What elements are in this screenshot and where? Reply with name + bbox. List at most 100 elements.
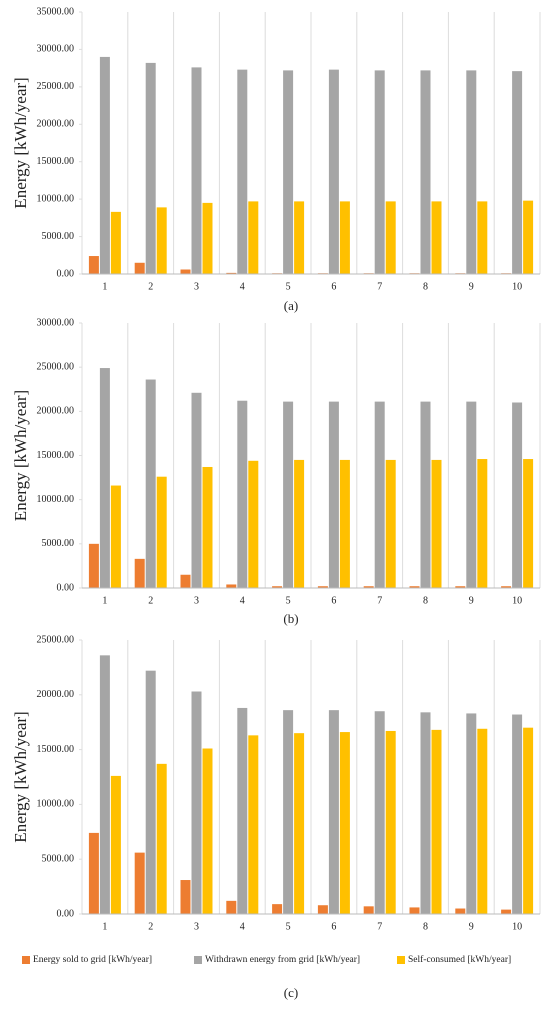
bar xyxy=(99,368,110,588)
bar xyxy=(226,272,237,274)
bar xyxy=(156,207,167,274)
bar xyxy=(99,655,110,914)
x-tick-label: 10 xyxy=(512,281,522,292)
bar xyxy=(145,62,156,274)
x-tick-label: 3 xyxy=(194,595,199,606)
bar xyxy=(455,908,466,914)
y-tick-label: 10000.00 xyxy=(37,193,75,204)
x-tick-label: 10 xyxy=(512,921,522,932)
x-tick-label: 6 xyxy=(331,281,336,292)
bar xyxy=(431,459,442,588)
bar xyxy=(466,401,477,588)
y-tick-label: 0.00 xyxy=(57,582,75,593)
bar xyxy=(385,201,396,274)
x-tick-label: 1 xyxy=(102,281,107,292)
x-tick-label: 7 xyxy=(377,281,382,292)
bar xyxy=(145,670,156,914)
bar xyxy=(385,730,396,914)
bar xyxy=(339,201,350,274)
bar xyxy=(110,485,121,588)
y-axis-title: Energy [kWh/year] xyxy=(11,77,30,208)
bar xyxy=(237,69,248,274)
x-tick-label: 5 xyxy=(286,281,291,292)
bar xyxy=(283,70,294,274)
y-tick-label: 20000.00 xyxy=(37,406,75,417)
legend-swatch xyxy=(22,956,30,964)
bar xyxy=(191,67,202,274)
bar xyxy=(88,256,99,274)
bar xyxy=(328,401,339,588)
bar xyxy=(385,459,396,588)
y-tick-label: 0.00 xyxy=(57,268,75,279)
bar xyxy=(248,201,259,274)
bar xyxy=(283,401,294,588)
bar xyxy=(202,748,213,914)
bar xyxy=(180,880,191,914)
x-tick-label: 9 xyxy=(469,281,474,292)
y-tick-label: 0.00 xyxy=(57,908,75,919)
bar xyxy=(294,201,305,274)
x-tick-label: 7 xyxy=(377,921,382,932)
bar xyxy=(180,574,191,588)
y-tick-label: 5000.00 xyxy=(42,538,75,549)
bar xyxy=(523,459,534,588)
x-tick-label: 8 xyxy=(423,281,428,292)
bar xyxy=(272,904,283,914)
bar xyxy=(283,710,294,914)
y-tick-label: 30000.00 xyxy=(37,44,75,55)
x-tick-label: 3 xyxy=(194,281,199,292)
bar xyxy=(272,586,283,588)
bar xyxy=(420,70,431,274)
bar xyxy=(156,476,167,588)
bar xyxy=(374,70,385,274)
x-tick-label: 6 xyxy=(331,595,336,606)
bar xyxy=(294,733,305,914)
bar xyxy=(455,586,466,588)
y-tick-label: 30000.00 xyxy=(37,317,75,328)
bar xyxy=(501,909,512,914)
caption: (c) xyxy=(284,985,298,1000)
bar xyxy=(180,269,191,274)
x-tick-label: 2 xyxy=(148,281,153,292)
bar xyxy=(110,775,121,914)
x-tick-label: 4 xyxy=(240,595,245,606)
x-tick-label: 1 xyxy=(102,595,107,606)
x-tick-label: 5 xyxy=(286,921,291,932)
bar xyxy=(88,832,99,914)
bar xyxy=(363,906,374,914)
bar xyxy=(466,713,477,914)
legend-label: Withdrawn energy from grid [kWh/year] xyxy=(205,954,360,965)
bar xyxy=(328,710,339,914)
bar xyxy=(110,211,121,274)
y-tick-label: 10000.00 xyxy=(37,799,75,810)
bar xyxy=(409,586,420,588)
y-tick-label: 15000.00 xyxy=(37,744,75,755)
bar xyxy=(237,707,248,914)
caption: (b) xyxy=(283,611,298,626)
x-tick-label: 5 xyxy=(286,595,291,606)
x-tick-label: 2 xyxy=(148,921,153,932)
bar xyxy=(202,202,213,274)
bar xyxy=(374,401,385,588)
x-tick-label: 2 xyxy=(148,595,153,606)
bar xyxy=(226,900,237,914)
bar xyxy=(420,401,431,588)
x-tick-label: 8 xyxy=(423,595,428,606)
y-tick-label: 5000.00 xyxy=(42,231,75,242)
bar xyxy=(237,400,248,588)
bar xyxy=(248,735,259,914)
y-axis-title: Energy [kWh/year] xyxy=(11,390,30,521)
bar xyxy=(409,907,420,914)
x-tick-label: 4 xyxy=(240,281,245,292)
y-tick-label: 25000.00 xyxy=(37,361,75,372)
bar xyxy=(512,714,523,914)
x-tick-label: 10 xyxy=(512,595,522,606)
x-tick-label: 6 xyxy=(331,921,336,932)
bar xyxy=(420,712,431,914)
bar xyxy=(317,905,328,914)
bar xyxy=(202,466,213,588)
y-tick-label: 25000.00 xyxy=(37,81,75,92)
bar xyxy=(99,56,110,274)
x-tick-label: 4 xyxy=(240,921,245,932)
